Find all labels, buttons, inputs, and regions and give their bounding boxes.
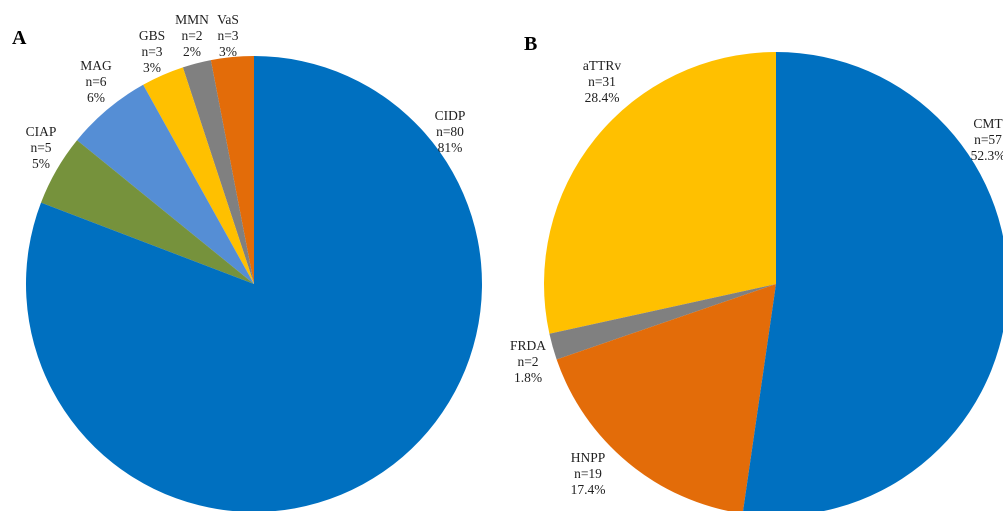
pie-slice-mag [77, 84, 254, 284]
data-label-vas: VaS n=3 3% [217, 12, 239, 59]
pie-slice-vas [210, 56, 254, 284]
pie-slice-frda [549, 284, 776, 360]
data-label-mmn: MMN n=2 2% [175, 12, 209, 59]
data-label-attrv: aTTRv n=31 28.4% [583, 58, 621, 105]
data-label-gbs: GBS n=3 3% [139, 28, 165, 75]
pie-chart-b: B CMT n=57 52.3% HNPP n=19 17.4% FRDA n=2 1.8% aT… [510, 33, 1003, 511]
pie-slice-gbs [143, 67, 254, 284]
data-label-hnpp: HNPP n=19 17.4% [571, 450, 606, 497]
panel-label-b: B [524, 33, 537, 55]
pie-slice-hnpp [556, 284, 776, 511]
data-label-frda: FRDA n=2 1.8% [510, 338, 546, 385]
pie-chart-a: A CIDP n=80 81% CIAP n=5 5% MAG n=6 6% GBS n=3 3% MM… [12, 12, 482, 511]
pie-slice-mmn [182, 60, 254, 285]
data-label-cmt: CMT n=57 52.3% [971, 116, 1003, 163]
pie-slice-cmt [743, 52, 1003, 511]
pie-slice-cidp [26, 56, 482, 511]
pie-slice-attrv [544, 52, 776, 334]
data-label-mag: MAG n=6 6% [80, 58, 112, 105]
panel-label-a: A [12, 27, 27, 49]
pie-slice-ciap [41, 140, 255, 284]
data-label-cidp: CIDP n=80 81% [435, 108, 466, 155]
data-label-ciap: CIAP n=5 5% [26, 124, 57, 171]
